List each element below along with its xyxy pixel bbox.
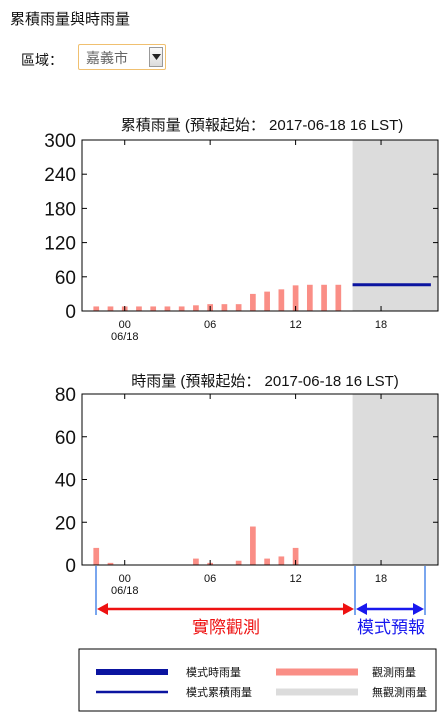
y-tick-label: 40 (55, 471, 76, 492)
observed-bar (150, 306, 157, 311)
y-tick-label: 0 (65, 556, 76, 577)
forecast-arrow-left-head (356, 603, 367, 615)
region-label: 區域： (21, 53, 63, 69)
x-tick-label: 00 (119, 319, 131, 331)
observed-label: 實際觀測 (192, 618, 260, 638)
observed-bar (306, 284, 313, 311)
observed-bar (250, 526, 256, 565)
hourly-rain-chart: 時雨量 (預報起始： 2017-06-18 16 LST) 020406080 … (55, 373, 439, 597)
observed-bar (264, 558, 270, 565)
forecast-label: 模式預報 (357, 618, 425, 638)
observed-bar (264, 291, 270, 311)
x-tick-sublabel: 06/18 (111, 331, 139, 343)
observed-bar (136, 306, 142, 311)
y-tick-label: 20 (55, 513, 76, 534)
y-tick-label: 120 (44, 234, 76, 255)
forecast-shade (352, 394, 438, 565)
observed-bar (107, 306, 114, 311)
accumulated-rain-chart: 累積雨量 (預報起始： 2017-06-18 16 LST) 060120180… (44, 117, 439, 343)
y-tick-label: 80 (55, 385, 76, 406)
page-title: 累積雨量與時雨量 (10, 10, 131, 28)
observed-bar (250, 293, 256, 311)
observed-bar (178, 306, 185, 311)
x-tick-label: 18 (375, 319, 387, 331)
x-tick-label: 00 (119, 573, 131, 585)
chevron-down-icon (152, 54, 161, 60)
forecast-shade (352, 140, 438, 311)
x-tick-sublabel: 06/18 (111, 585, 139, 597)
observed-bar (335, 284, 342, 311)
observed-bar (193, 558, 199, 565)
observed-bar (107, 562, 114, 565)
legend-model-accum-label: 模式累積雨量 (186, 685, 252, 699)
y-tick-label: 180 (44, 199, 76, 220)
period-annotation: 實際觀測 模式預報 (95, 566, 426, 638)
observed-bar (164, 306, 171, 311)
observed-bar (235, 560, 242, 565)
observed-bar (278, 289, 285, 311)
y-tick-label: 60 (55, 268, 76, 289)
region-select-value: 嘉義市 (86, 51, 128, 67)
observed-bar (235, 304, 242, 311)
observed-arrow-left-head (97, 603, 108, 615)
x-tick-label: 06 (204, 573, 216, 585)
observed-bar (93, 547, 100, 565)
forecast-arrow-right-head (413, 603, 424, 615)
legend-no-obs-label: 無觀測雨量 (372, 685, 427, 699)
observed-bar (292, 547, 299, 565)
observed-bar (193, 305, 199, 311)
chart2-title: 時雨量 (預報起始： 2017-06-18 16 LST) (131, 373, 399, 390)
y-tick-label: 0 (65, 302, 76, 323)
x-tick-label: 06 (204, 319, 216, 331)
observed-bar (321, 284, 327, 311)
legend-box (78, 648, 437, 712)
x-tick-label: 18 (375, 573, 387, 585)
observed-bar (292, 285, 299, 311)
chart1-frame (81, 139, 439, 312)
region-select[interactable]: 嘉義市 (78, 44, 166, 70)
observed-arrow-right-head (343, 603, 354, 615)
legend-model-hourly-label: 模式時雨量 (186, 666, 241, 679)
y-tick-label: 60 (55, 428, 76, 449)
observed-bar (93, 306, 100, 311)
observed-bar (278, 556, 285, 565)
y-tick-label: 300 (44, 131, 76, 152)
y-tick-label: 240 (44, 165, 76, 186)
dropdown-button[interactable] (149, 47, 163, 67)
chart1-title: 累積雨量 (預報起始： 2017-06-18 16 LST) (121, 117, 404, 134)
legend-observed-label: 觀測雨量 (372, 665, 416, 679)
observed-bar (221, 304, 228, 311)
legend: 模式時雨量 模式累積雨量 觀測雨量 無觀測雨量 (78, 648, 437, 712)
x-tick-label: 12 (289, 573, 301, 585)
x-tick-label: 12 (289, 319, 301, 331)
